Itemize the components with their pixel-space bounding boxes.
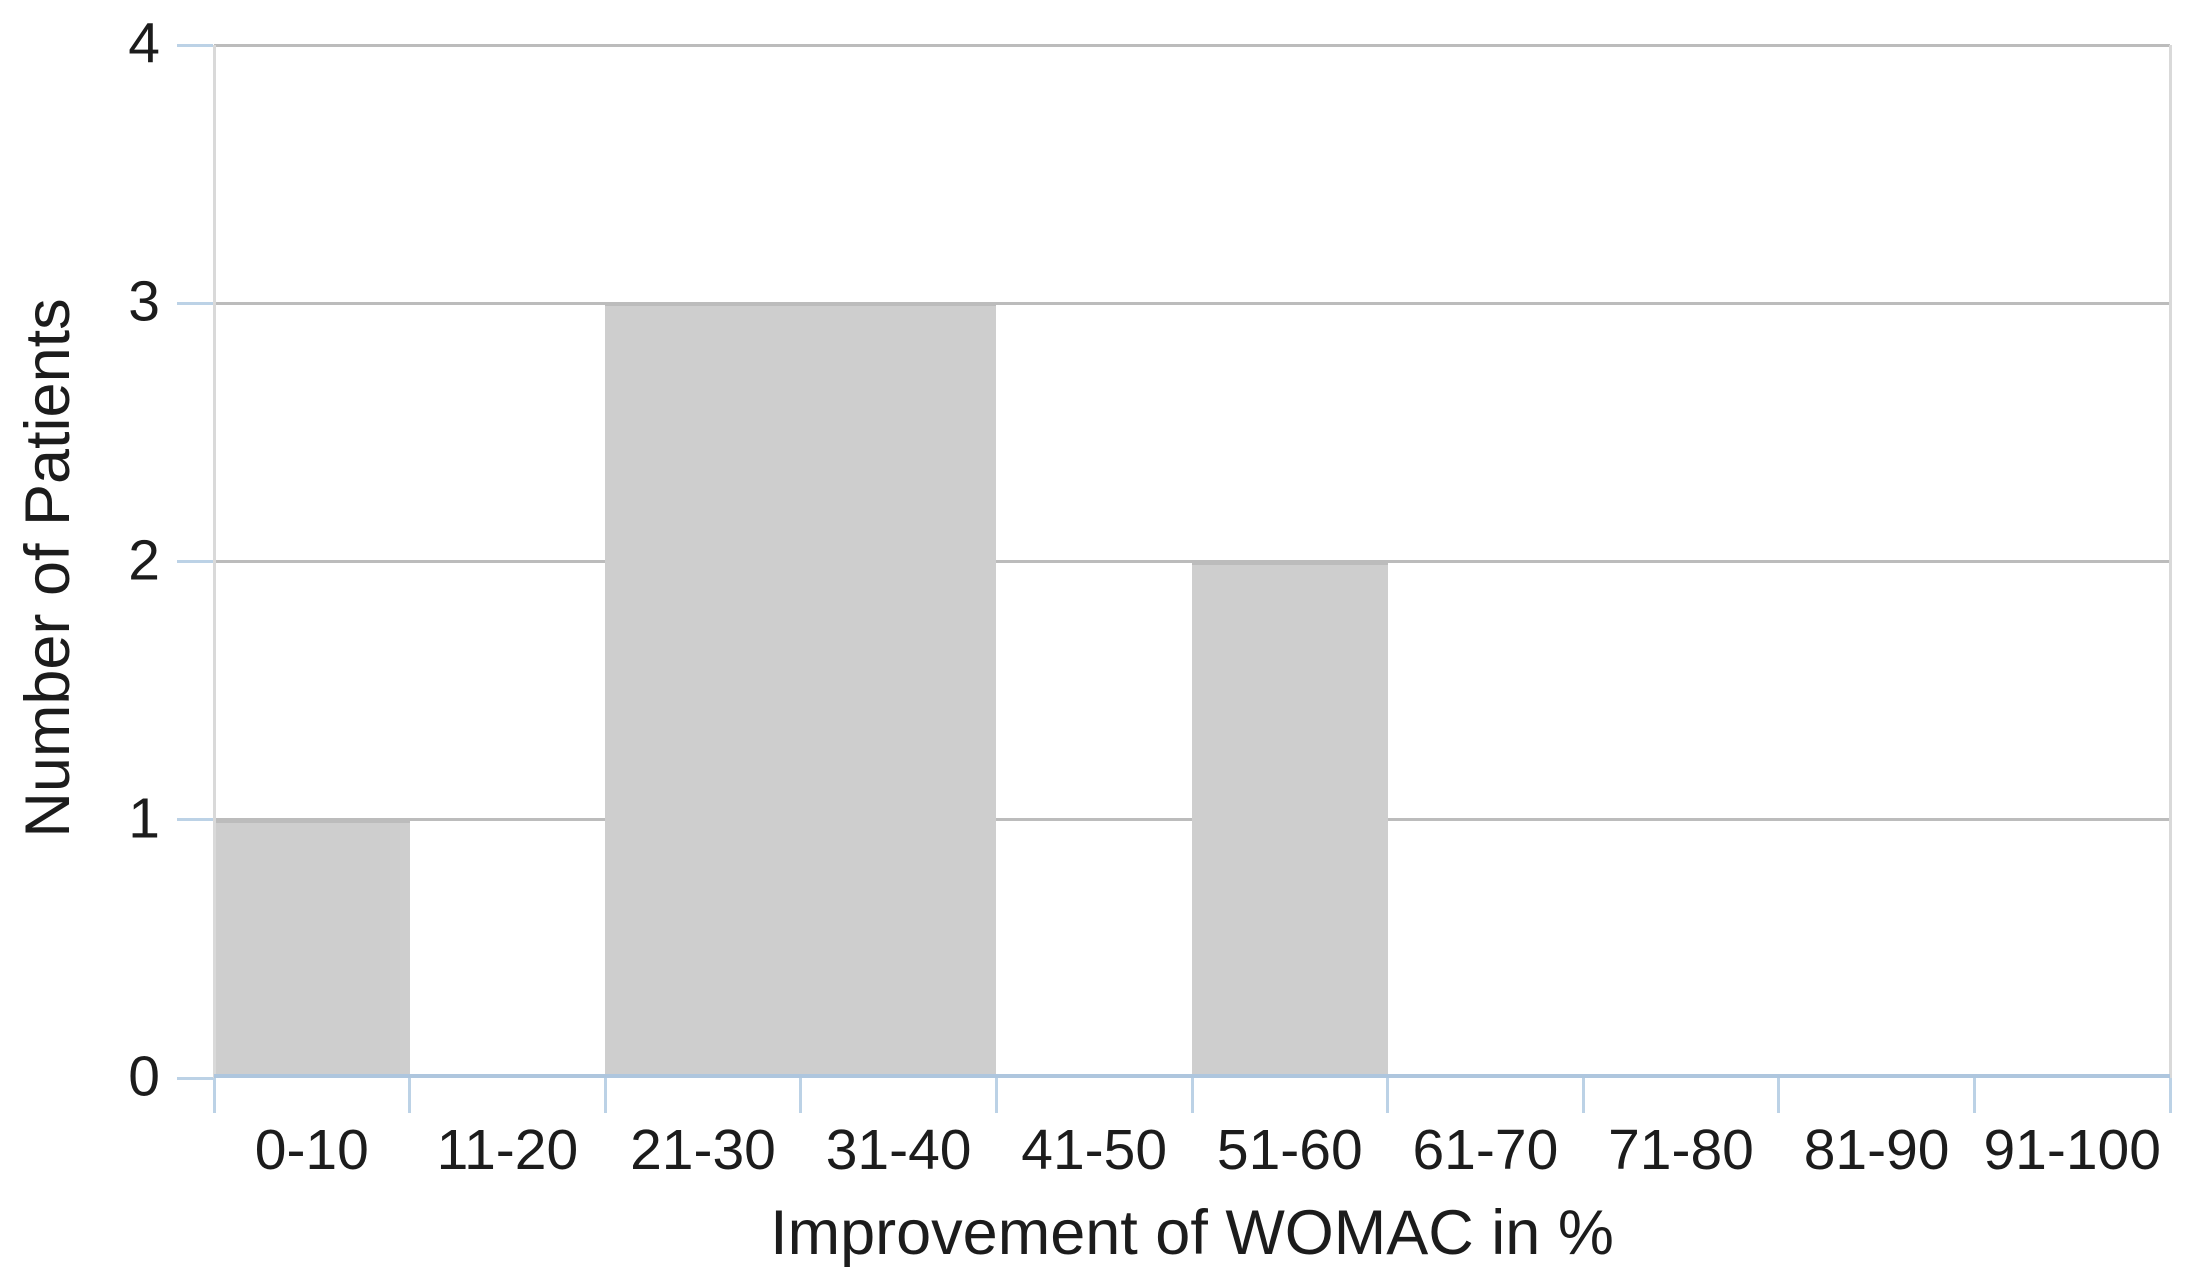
x-axis-tick [1386,1078,1390,1113]
x-axis-tick [799,1078,803,1113]
x-axis-tick [1777,1078,1781,1113]
y-tick-label-1: 1 [128,786,160,851]
y-axis-tick [177,818,213,822]
y-axis-tick [177,560,213,563]
x-tick-label-81-90: 81-90 [1803,1118,1950,1182]
x-tick-label-11-20: 11-20 [436,1118,579,1182]
x-tick-label-0-10: 0-10 [254,1118,369,1182]
y-axis-tick [177,1076,213,1080]
y-tick-label-4: 4 [128,11,160,76]
x-axis-tick [1190,1078,1194,1113]
x-axis-tick [1581,1078,1585,1113]
bar-21-30 [605,303,802,1078]
y-tick-label-0: 0 [128,1044,160,1109]
y-tick-label-3: 3 [128,269,160,334]
gridline-y-3 [214,301,2170,305]
plot-right-border [2168,45,2172,1078]
bar-0-10 [214,819,410,1078]
x-tick-label-21-30: 21-30 [630,1118,776,1182]
x-tick-label-51-60: 51-60 [1216,1118,1363,1182]
y-axis-title: Number of Patients [13,298,83,838]
gridline-y-4 [214,43,2170,47]
x-tick-label-31-40: 31-40 [825,1118,972,1182]
bar-31-40 [800,303,997,1078]
x-axis-tick [408,1078,412,1113]
plot-area: 0 1 2 3 4 0-10 11-20 21-30 31-40 41-50 51-60 61-70 7… [128,15,2172,1180]
x-axis-line [214,1074,2170,1078]
y-axis-tick [177,43,213,47]
bar-51-60 [1192,561,1388,1078]
x-tick-label-41-50: 41-50 [1021,1118,1168,1182]
x-axis-tick [994,1078,998,1113]
x-tick-label-61-70: 61-70 [1412,1118,1559,1182]
x-axis-tick [1972,1078,1976,1113]
y-tick-label-2: 2 [128,527,160,592]
x-axis-tick [212,1078,216,1113]
y-axis-line [212,45,216,1078]
y-axis-tick [177,301,213,305]
x-axis-tick [603,1078,607,1113]
x-axis-title: Improvement of WOMAC in % [770,1198,1614,1268]
x-tick-label-91-100: 91-100 [1983,1118,2161,1182]
x-axis-tick [2168,1078,2172,1113]
x-tick-label-71-80: 71-80 [1608,1118,1754,1182]
